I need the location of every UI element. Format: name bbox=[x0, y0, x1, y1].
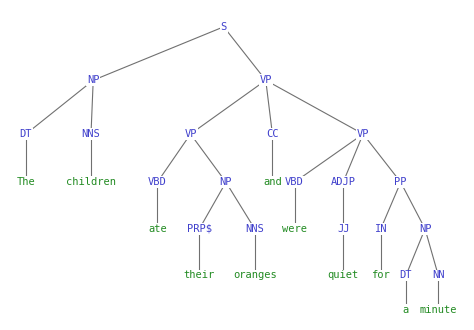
Text: quiet: quiet bbox=[328, 270, 359, 280]
Text: NNS: NNS bbox=[246, 224, 264, 234]
Text: NP: NP bbox=[87, 75, 100, 85]
Text: their: their bbox=[184, 270, 215, 280]
Text: DT: DT bbox=[400, 270, 412, 280]
Text: The: The bbox=[17, 177, 36, 187]
Text: were: were bbox=[282, 224, 307, 234]
Text: VP: VP bbox=[184, 129, 197, 139]
Text: PP: PP bbox=[394, 177, 407, 187]
Text: NN: NN bbox=[432, 270, 445, 280]
Text: children: children bbox=[66, 177, 116, 187]
Text: S: S bbox=[220, 22, 227, 32]
Text: CC: CC bbox=[266, 129, 279, 139]
Text: VBD: VBD bbox=[285, 177, 304, 187]
Text: IN: IN bbox=[374, 224, 387, 234]
Text: and: and bbox=[263, 177, 282, 187]
Text: NP: NP bbox=[219, 177, 232, 187]
Text: VBD: VBD bbox=[148, 177, 167, 187]
Text: ate: ate bbox=[148, 224, 167, 234]
Text: for: for bbox=[372, 270, 390, 280]
Text: VP: VP bbox=[259, 75, 272, 85]
Text: DT: DT bbox=[20, 129, 32, 139]
Text: ADJP: ADJP bbox=[331, 177, 356, 187]
Text: JJ: JJ bbox=[337, 224, 349, 234]
Text: PRP$: PRP$ bbox=[187, 224, 212, 234]
Text: NNS: NNS bbox=[82, 129, 100, 139]
Text: a: a bbox=[403, 305, 409, 314]
Text: minute: minute bbox=[419, 305, 457, 314]
Text: NP: NP bbox=[419, 224, 431, 234]
Text: oranges: oranges bbox=[233, 270, 276, 280]
Text: VP: VP bbox=[357, 129, 369, 139]
